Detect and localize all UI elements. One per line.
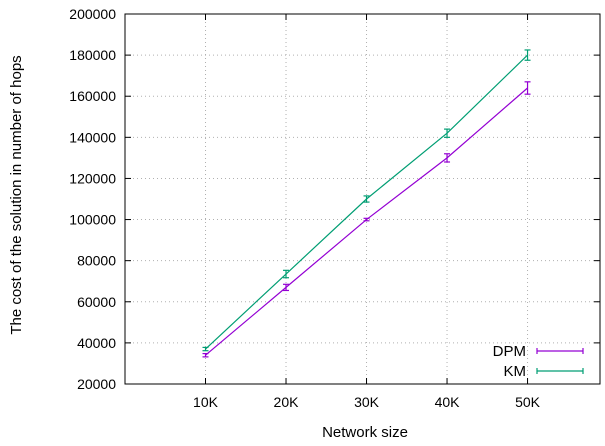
y-tick-label: 120000 (69, 170, 116, 186)
error-bar-km (444, 128, 451, 138)
legend-swatch-dpm (536, 348, 584, 354)
axes: 20000 40000 60000 80000 100000 120000 140000 16… (69, 6, 601, 410)
y-tick-label: 40000 (77, 335, 116, 351)
plot-frame (124, 13, 601, 385)
error-bar-km (524, 49, 531, 61)
x-tick-label: 10K (193, 394, 219, 410)
x-tick-label: 20K (274, 394, 300, 410)
x-tick-label: 30K (354, 394, 380, 410)
y-tick-label: 180000 (69, 47, 116, 63)
y-axis-label: The cost of the solution in number of ho… (8, 55, 25, 334)
y-tick-label: 20000 (77, 376, 116, 392)
y-tick-label: 160000 (69, 88, 116, 104)
error-bar-dpm (363, 217, 370, 222)
error-bar-km (363, 195, 370, 203)
legend-label-km: KM (504, 363, 527, 380)
series-line-dpm (205, 87, 528, 356)
error-bar-dpm (444, 153, 451, 163)
y-tick-label: 140000 (69, 129, 116, 145)
y-tick-label: 200000 (69, 6, 116, 22)
x-axis-label: Network size (322, 424, 408, 441)
legend-swatch-km (536, 368, 584, 374)
y-tick-label: 100000 (69, 212, 116, 228)
y-tick-label: 60000 (77, 294, 116, 310)
legend-label-dpm: DPM (493, 343, 526, 360)
error-bar-dpm (202, 352, 209, 358)
x-tick-label: 40K (435, 394, 461, 410)
error-bar-km (283, 269, 290, 279)
series (202, 49, 531, 358)
legend: DPM KM (493, 343, 584, 380)
y-tick-label: 80000 (77, 253, 116, 269)
error-bar-dpm (524, 81, 531, 95)
grid (125, 14, 600, 384)
error-bar-dpm (283, 283, 290, 292)
x-tick-label: 50K (515, 394, 541, 410)
error-bar-km (202, 346, 209, 352)
